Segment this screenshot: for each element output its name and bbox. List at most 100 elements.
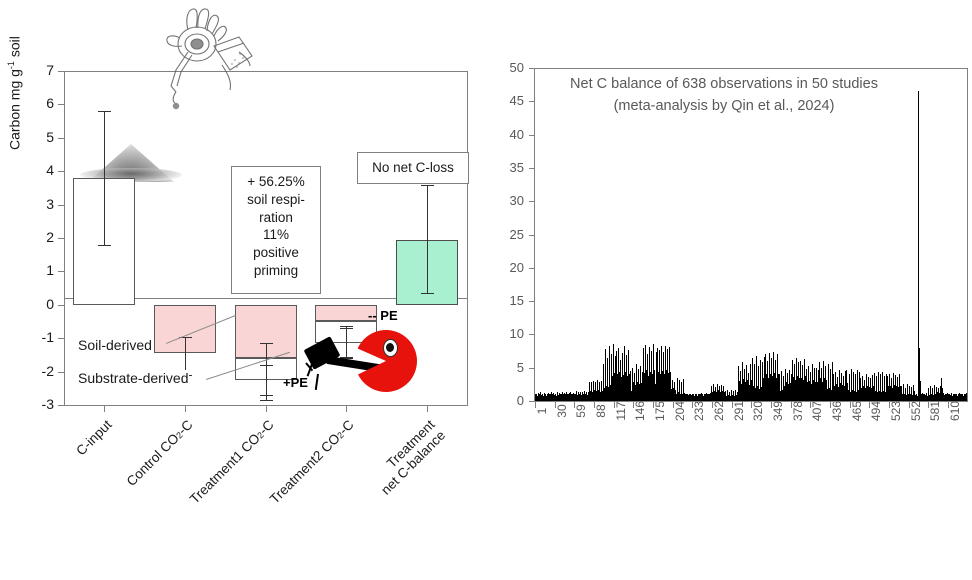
histogram-bar	[896, 392, 898, 401]
histogram-bar	[690, 395, 692, 401]
histogram-bar	[831, 361, 833, 401]
histogram-bar	[665, 370, 667, 401]
histogram-bar	[657, 371, 659, 401]
histogram-bar	[893, 373, 894, 401]
left-y-tick	[58, 238, 64, 239]
annotation-substrate-derived: Substrate-derived	[78, 370, 189, 386]
histogram-bar	[615, 378, 617, 401]
right-y-tick	[529, 301, 535, 303]
right-y-tick	[529, 234, 535, 236]
histogram-bar	[908, 393, 909, 401]
histogram-bar	[876, 386, 877, 401]
right-x-tick	[928, 402, 930, 408]
histogram-bar	[926, 393, 927, 401]
histogram-bar	[599, 381, 600, 401]
histogram-bar	[780, 391, 781, 401]
histogram-bar	[549, 393, 551, 401]
right-x-tick-label: 262	[712, 400, 726, 422]
histogram-bar	[866, 385, 868, 401]
histogram-bar	[932, 393, 934, 401]
histogram-bar	[946, 394, 947, 401]
histogram-bar	[821, 367, 823, 401]
histogram-bar	[707, 395, 709, 401]
histogram-bar	[670, 381, 672, 401]
right-x-tick	[869, 402, 871, 408]
histogram-bar	[637, 389, 638, 401]
right-x-tick-label: 610	[948, 400, 962, 422]
histogram-bar	[759, 359, 761, 401]
histogram-bar	[572, 393, 574, 401]
histogram-bar	[772, 386, 774, 401]
histogram-bar	[580, 393, 581, 401]
histogram-bar	[945, 395, 946, 401]
pacman-illustration	[303, 330, 417, 392]
histogram-bar	[771, 376, 773, 401]
histogram-bar	[552, 395, 554, 401]
histogram-bar	[577, 392, 579, 401]
histogram-bar	[613, 373, 615, 401]
histogram-bar	[954, 394, 956, 401]
left-y-tick	[58, 137, 64, 139]
histogram-bar	[656, 347, 658, 401]
histogram-bar	[956, 393, 957, 401]
histogram-bar	[547, 395, 548, 401]
histogram-bar	[603, 379, 604, 401]
histogram-bar	[833, 385, 835, 401]
histogram-bar	[539, 394, 540, 401]
histogram-bar	[777, 353, 779, 401]
histogram-bar	[782, 390, 783, 401]
callout-line: priming	[253, 263, 299, 279]
left-x-tick	[427, 406, 428, 412]
histogram-bar	[575, 391, 577, 401]
histogram-bar	[882, 384, 883, 401]
errorbar-1-line	[185, 336, 186, 375]
histogram-bar	[560, 393, 561, 401]
histogram-bar	[765, 374, 767, 401]
histogram-bar	[950, 395, 951, 401]
histogram-bar	[910, 394, 911, 401]
histogram-bar	[546, 394, 548, 401]
histogram-bar	[583, 394, 584, 401]
histogram-bar	[719, 385, 720, 401]
histogram-bar	[768, 387, 770, 401]
histogram-bar	[541, 393, 543, 401]
histogram-bar	[891, 387, 893, 401]
histogram-bar	[605, 374, 607, 401]
histogram-bar	[696, 393, 697, 401]
histogram-bar	[805, 376, 806, 401]
histogram-bar	[847, 383, 848, 401]
right-y-tick-label: 45	[509, 93, 524, 109]
left-x-category-label: Treatment1 CO2-C	[186, 417, 277, 507]
histogram-bar	[727, 393, 728, 401]
histogram-bar	[566, 393, 568, 401]
histogram-bar	[674, 382, 676, 401]
histogram-bar	[744, 382, 746, 401]
histogram-bar	[725, 395, 727, 401]
histogram-bar	[656, 375, 657, 401]
histogram-bar	[723, 386, 724, 401]
histogram-bar	[620, 359, 621, 401]
histogram-bar	[876, 392, 878, 401]
errorbar-sub-2-cap-bottom	[260, 394, 273, 396]
histogram-bar	[701, 395, 703, 401]
right-x-tick-label: 523	[889, 400, 903, 422]
histogram-bar	[954, 393, 955, 401]
histogram-bar	[729, 394, 730, 401]
errorbar-1-cap-top	[179, 336, 192, 338]
histogram-bar	[639, 366, 641, 401]
histogram-bar	[796, 357, 797, 401]
histogram-bar	[753, 364, 755, 401]
histogram-bar	[709, 394, 710, 401]
histogram-bar	[746, 365, 747, 401]
left-y-tick-label: 4	[46, 162, 54, 179]
histogram-bar	[645, 345, 646, 401]
histogram-bar	[591, 391, 593, 401]
histogram-bar	[688, 395, 689, 401]
histogram-bar	[669, 371, 671, 401]
histogram-bar	[566, 391, 567, 401]
histogram-bar	[797, 386, 799, 401]
histogram-bar	[950, 394, 952, 401]
histogram-bar	[872, 375, 873, 401]
histogram-bar	[856, 369, 858, 401]
left-y-tick-label: 1	[46, 262, 54, 279]
